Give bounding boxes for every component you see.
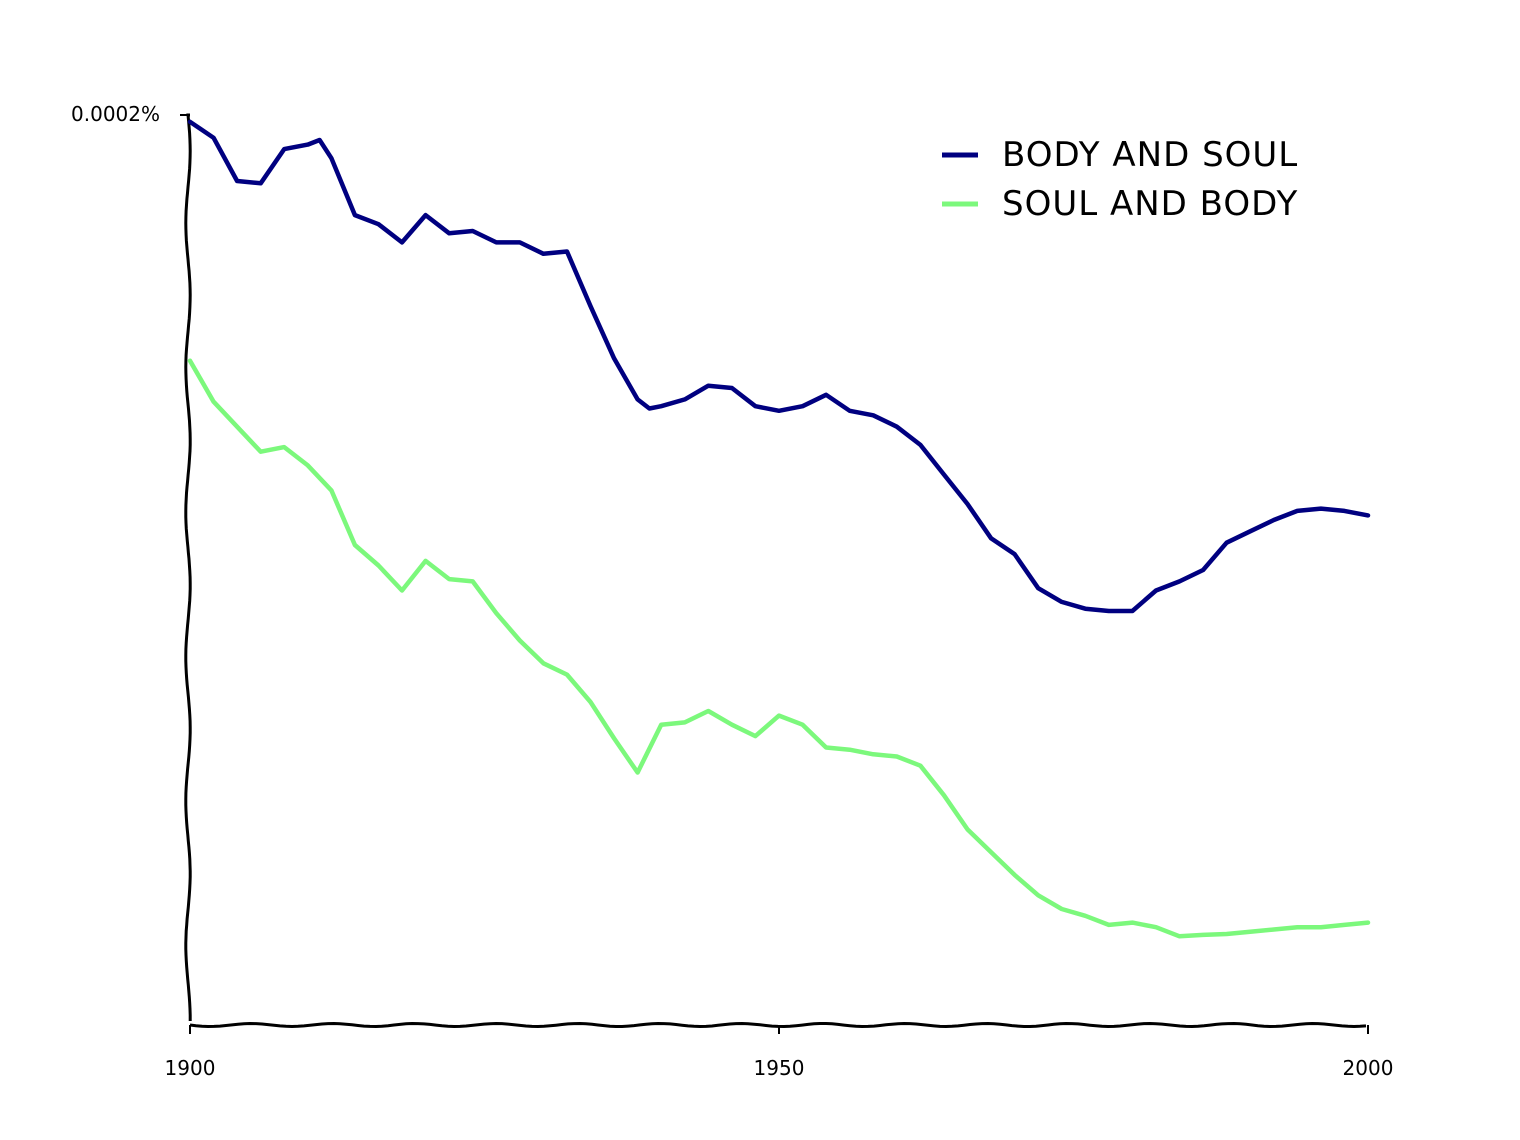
series-line-soul-and-body <box>187 358 1371 939</box>
x-tick-label-1900: 1900 <box>165 1056 216 1080</box>
x-tick-label-1950: 1950 <box>754 1056 805 1080</box>
legend-label-soul-and-body: SOUL AND BODY <box>1002 184 1298 224</box>
series-line-body-and-soul <box>187 119 1371 614</box>
legend-label-body-and-soul: BODY AND SOUL <box>1002 135 1298 175</box>
series-layer <box>187 119 1371 939</box>
y-tick-label-top: 0.0002% <box>71 102 160 126</box>
y-axis-line <box>184 113 192 1021</box>
legend: BODY AND SOUL SOUL AND BODY <box>942 135 1298 224</box>
x-tick-label-2000: 2000 <box>1343 1056 1394 1080</box>
